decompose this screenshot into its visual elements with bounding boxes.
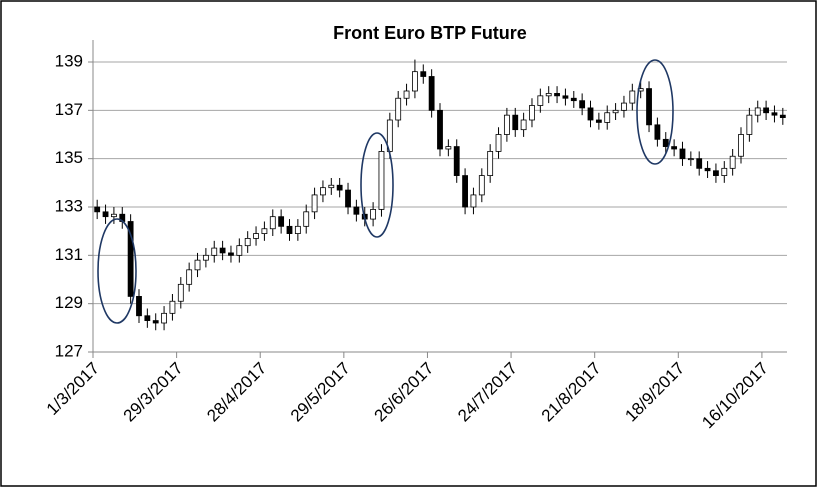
candle-body (763, 107, 770, 114)
candle-body (537, 95, 544, 106)
candle-body (587, 107, 594, 121)
y-tick-label: 129 (55, 293, 83, 312)
candle-body (437, 109, 443, 150)
candle-body (570, 97, 577, 102)
candle-body (470, 194, 477, 208)
candle-body (412, 71, 418, 92)
y-tick-label: 127 (55, 341, 83, 360)
candle-body (621, 102, 627, 111)
candle-body (152, 320, 159, 324)
candle-body (110, 213, 117, 218)
candle-body (779, 114, 786, 118)
candle-body (202, 254, 209, 261)
candle-body (311, 194, 318, 213)
candle-body (345, 189, 351, 208)
candle-body (236, 245, 243, 256)
candle-body (754, 107, 761, 116)
candle-body (738, 134, 744, 157)
candle-body (554, 93, 560, 97)
candle-body (612, 109, 619, 114)
candle-body (529, 105, 535, 121)
candle-body (713, 170, 719, 176)
candle-body (512, 114, 519, 131)
candle-body (353, 206, 360, 215)
candle-body (671, 146, 678, 150)
candle-body (102, 211, 109, 218)
candle-body (244, 238, 251, 247)
highlight-ellipse (636, 59, 674, 165)
candle-body (629, 90, 636, 104)
candle-body (219, 247, 226, 254)
candle-body (336, 184, 343, 191)
highlight-ellipse (360, 132, 394, 238)
candle-body (453, 146, 460, 176)
candle-body (478, 175, 485, 196)
candle-body (169, 300, 176, 314)
candle-body (595, 119, 602, 123)
candle-body (746, 114, 753, 135)
candle-body (654, 124, 661, 140)
candle-body (729, 155, 736, 169)
candle-body (445, 146, 452, 150)
candle-body (328, 184, 335, 189)
candle-body (136, 296, 142, 317)
candle-body (646, 88, 652, 126)
candle-body (286, 225, 293, 234)
candle-body (462, 175, 468, 208)
candle-body (403, 90, 410, 99)
candle-body (269, 216, 276, 230)
candle-body (420, 71, 427, 77)
candle-body (562, 95, 569, 99)
candle-body (428, 76, 435, 111)
y-tick-label: 133 (55, 196, 83, 215)
candle-body (320, 187, 326, 196)
candle-body (495, 134, 502, 152)
candle-body (161, 312, 167, 324)
candle-body (261, 228, 268, 234)
candles (94, 59, 786, 331)
candle-body (704, 167, 711, 172)
candle-body (370, 209, 377, 220)
y-tick-label: 131 (55, 245, 83, 264)
candle-body (94, 206, 101, 213)
candle-body (294, 225, 301, 234)
candle-body (604, 112, 611, 123)
chart-title: Front Euro BTP Future (333, 23, 527, 43)
highlight-ellipse (97, 218, 137, 324)
candle-body (771, 112, 778, 116)
y-tick-label: 135 (55, 148, 83, 167)
candle-body (687, 158, 694, 161)
candle-body (253, 233, 259, 239)
candle-body (186, 269, 193, 285)
candle-body (721, 167, 728, 176)
candle-body (579, 100, 586, 109)
candle-body (278, 216, 285, 227)
y-tick-label: 137 (55, 100, 83, 119)
candle-body (545, 93, 552, 97)
candle-body (503, 114, 510, 135)
y-tick-label: 139 (55, 51, 83, 70)
candle-body (303, 211, 310, 227)
candle-body (144, 315, 151, 321)
candle-body (194, 259, 201, 271)
candle-body (487, 151, 494, 176)
candle-body (662, 138, 669, 147)
candle-body (127, 221, 134, 297)
candle-body (520, 119, 527, 131)
candle-body (228, 252, 234, 256)
candle-body (395, 97, 402, 121)
candle-body (211, 247, 218, 256)
candle-body (679, 148, 686, 160)
candle-body (177, 283, 184, 302)
candle-body (696, 158, 703, 169)
candle-body (378, 151, 385, 210)
